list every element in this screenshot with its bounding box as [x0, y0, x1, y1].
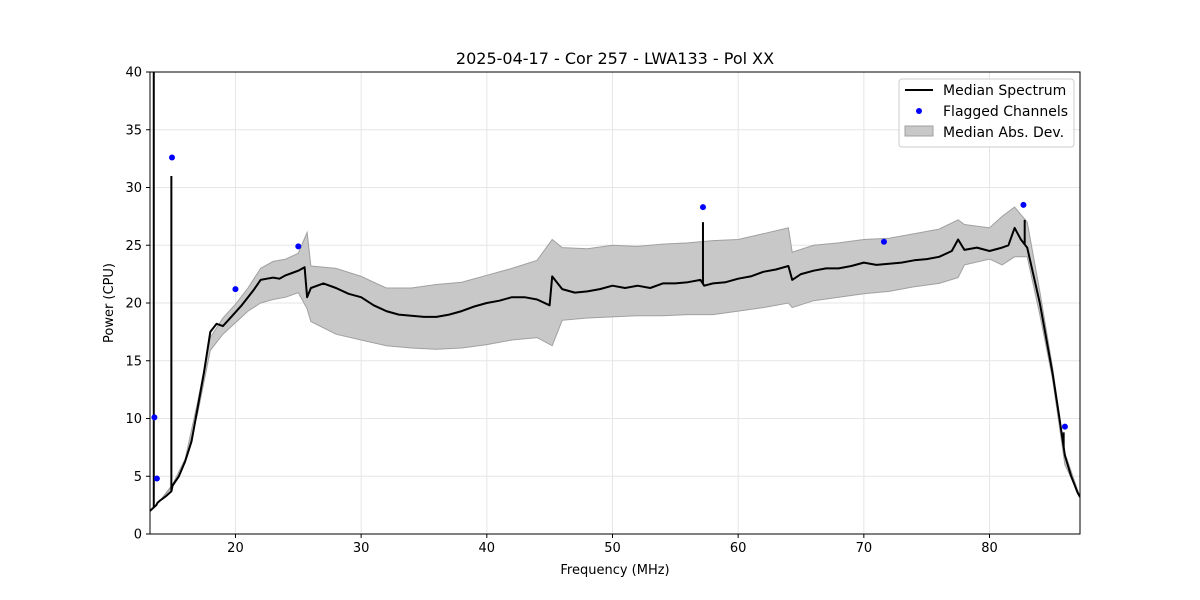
x-tick-label: 50	[604, 541, 621, 556]
median-spectrum-line	[150, 226, 1080, 512]
y-tick-label: 25	[125, 239, 142, 254]
legend-flagged-label: Flagged Channels	[943, 104, 1068, 120]
y-tick-label: 0	[134, 528, 142, 543]
flagged-channel-point	[153, 475, 160, 482]
y-tick-label: 30	[125, 181, 142, 196]
flagged-channel-point	[168, 154, 175, 161]
y-axis-ticks: 0 5 10 15 20 25 30 35 40	[125, 66, 150, 543]
y-tick-label: 40	[125, 66, 142, 81]
legend: Median Spectrum Flagged Channels Median …	[898, 78, 1075, 148]
flagged-channel-point	[232, 286, 239, 293]
y-tick-label: 10	[125, 412, 142, 427]
mad-band-layer	[150, 206, 1080, 512]
x-tick-label: 60	[730, 541, 747, 556]
y-axis-label: Power (CPU)	[102, 263, 117, 343]
flagged-channel-point	[699, 204, 706, 211]
flagged-points-layer	[151, 154, 1068, 482]
legend-mad-swatch	[904, 125, 934, 137]
median-line-layer	[150, 72, 1080, 512]
x-tick-label: 30	[353, 541, 370, 556]
flagged-channel-point	[295, 243, 302, 250]
legend-flagged-swatch	[916, 108, 922, 114]
y-tick-label: 35	[125, 123, 142, 138]
x-tick-label: 20	[227, 541, 244, 556]
flagged-channel-point	[1020, 201, 1027, 208]
y-tick-label: 5	[134, 470, 142, 485]
chart-title: 2025-04-17 - Cor 257 - LWA133 - Pol XX	[456, 49, 774, 68]
median-abs-dev-band	[150, 206, 1080, 512]
y-tick-label: 20	[125, 297, 142, 312]
x-axis-label: Frequency (MHz)	[560, 563, 669, 578]
y-tick-label: 15	[125, 354, 142, 369]
flagged-channel-point	[1061, 423, 1068, 430]
legend-median-label: Median Spectrum	[943, 83, 1066, 99]
x-tick-label: 40	[479, 541, 496, 556]
x-tick-label: 80	[981, 541, 998, 556]
flagged-channel-point	[151, 414, 158, 421]
x-tick-label: 70	[856, 541, 873, 556]
legend-mad-label: Median Abs. Dev.	[943, 125, 1064, 141]
legend-box	[898, 78, 1075, 148]
x-axis-ticks: 20 30 40 50 60 70 80	[227, 534, 998, 556]
flagged-channel-point	[880, 238, 887, 245]
